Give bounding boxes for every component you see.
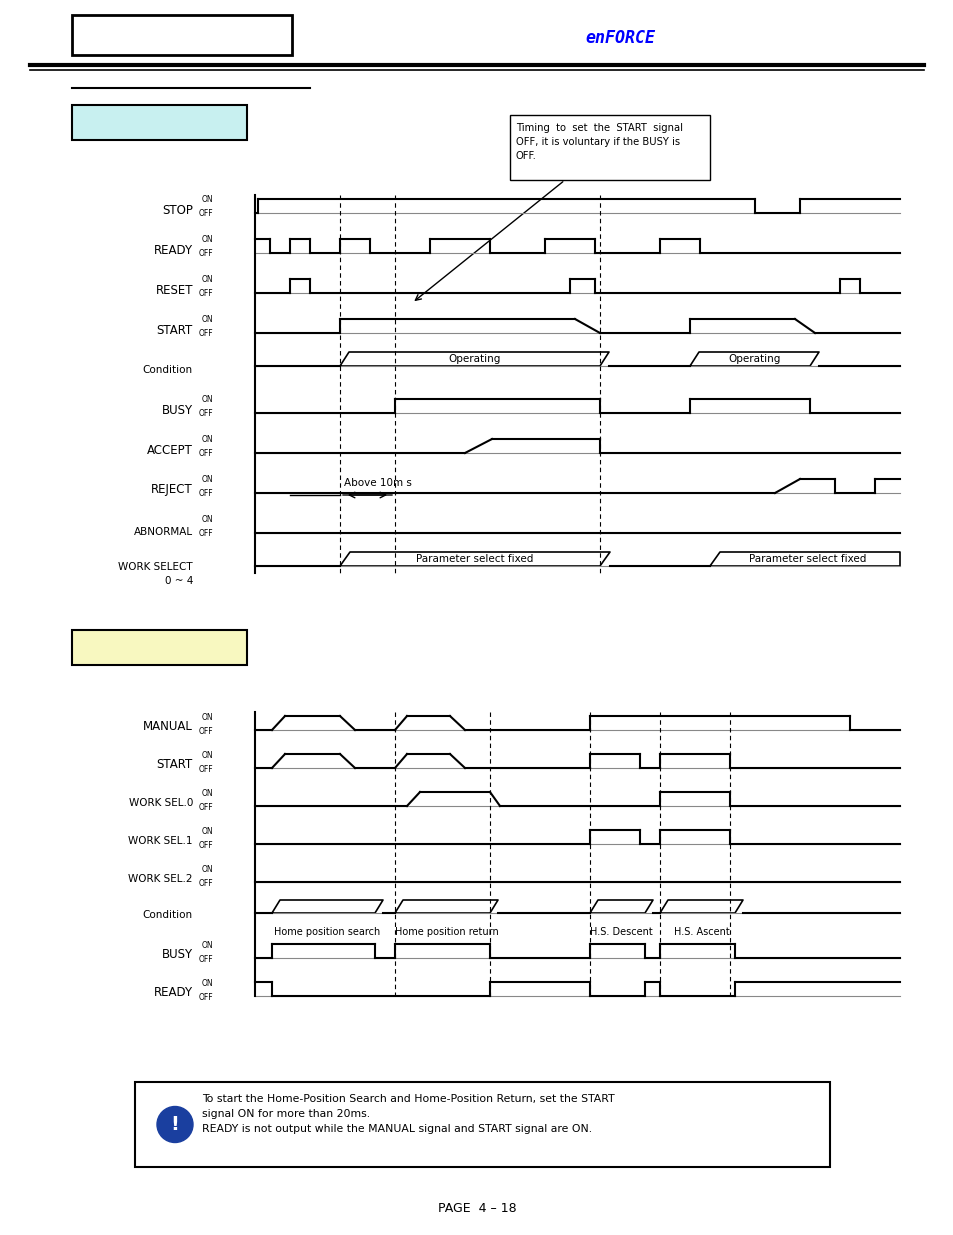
- Text: ON: ON: [201, 275, 213, 284]
- Text: ON: ON: [201, 826, 213, 836]
- Text: OFF: OFF: [198, 489, 213, 499]
- Bar: [71, 105, 247, 140]
- Text: !: !: [171, 1115, 179, 1134]
- Text: Parameter select fixed: Parameter select fixed: [416, 555, 533, 564]
- Text: OFF: OFF: [198, 955, 213, 963]
- Text: ABNORMAL: ABNORMAL: [133, 527, 193, 537]
- Text: OFF: OFF: [198, 249, 213, 258]
- Text: Above 10m s: Above 10m s: [343, 478, 411, 488]
- Text: START: START: [156, 758, 193, 772]
- Bar: [135, 1082, 829, 1167]
- Bar: [510, 115, 709, 180]
- Text: 0 ~ 4: 0 ~ 4: [165, 576, 193, 585]
- Text: Condition: Condition: [143, 366, 193, 375]
- Text: Operating: Operating: [727, 354, 780, 364]
- Text: Parameter select fixed: Parameter select fixed: [748, 555, 865, 564]
- Bar: [71, 630, 247, 664]
- Text: H.S. Descent: H.S. Descent: [590, 927, 652, 937]
- Text: OFF: OFF: [198, 726, 213, 736]
- Text: Home position search: Home position search: [274, 927, 380, 937]
- Text: OFF: OFF: [198, 803, 213, 811]
- Text: OFF: OFF: [198, 450, 213, 458]
- Text: ON: ON: [201, 978, 213, 988]
- Text: OFF: OFF: [198, 330, 213, 338]
- Text: WORK SELECT: WORK SELECT: [118, 562, 193, 572]
- Text: Operating: Operating: [448, 354, 500, 364]
- Bar: [71, 15, 292, 56]
- Text: OFF: OFF: [198, 210, 213, 219]
- Text: WORK SEL.1: WORK SEL.1: [129, 836, 193, 846]
- Text: OFF: OFF: [198, 289, 213, 299]
- Text: To start the Home-Position Search and Home-Position Return, set the START
signal: To start the Home-Position Search and Ho…: [202, 1094, 614, 1134]
- Text: Condition: Condition: [143, 910, 193, 920]
- Text: RESET: RESET: [155, 284, 193, 296]
- Text: MANUAL: MANUAL: [143, 720, 193, 734]
- Text: REJECT: REJECT: [152, 483, 193, 496]
- Text: ACCEPT: ACCEPT: [147, 443, 193, 457]
- Text: ON: ON: [201, 713, 213, 721]
- Text: READY: READY: [153, 243, 193, 257]
- Text: ON: ON: [201, 236, 213, 245]
- Text: WORK SEL.2: WORK SEL.2: [129, 874, 193, 884]
- Text: STOP: STOP: [162, 204, 193, 216]
- Text: ON: ON: [201, 436, 213, 445]
- Text: Timing  to  set  the  START  signal
OFF, it is voluntary if the BUSY is
OFF.: Timing to set the START signal OFF, it i…: [516, 124, 682, 161]
- Text: OFF: OFF: [198, 410, 213, 419]
- Text: H.S. Ascent: H.S. Ascent: [673, 927, 729, 937]
- Text: OFF: OFF: [198, 841, 213, 850]
- Circle shape: [157, 1107, 193, 1142]
- Text: ON: ON: [201, 941, 213, 950]
- Text: Home position return: Home position return: [395, 927, 497, 937]
- Text: ON: ON: [201, 315, 213, 325]
- Text: BUSY: BUSY: [162, 948, 193, 962]
- Text: START: START: [156, 324, 193, 336]
- Text: OFF: OFF: [198, 993, 213, 1002]
- Text: BUSY: BUSY: [162, 404, 193, 416]
- Text: OFF: OFF: [198, 878, 213, 888]
- Text: ON: ON: [201, 864, 213, 873]
- Text: READY: READY: [153, 987, 193, 999]
- Text: PAGE  4 – 18: PAGE 4 – 18: [437, 1202, 516, 1214]
- Text: ON: ON: [201, 788, 213, 798]
- Text: OFF: OFF: [198, 530, 213, 538]
- Text: OFF: OFF: [198, 764, 213, 773]
- Text: ON: ON: [201, 195, 213, 205]
- Text: ON: ON: [201, 475, 213, 484]
- Text: WORK SEL.0: WORK SEL.0: [129, 798, 193, 808]
- Text: ON: ON: [201, 395, 213, 405]
- Text: ON: ON: [201, 515, 213, 525]
- Text: ON: ON: [201, 751, 213, 760]
- Text: enFORCE: enFORCE: [584, 28, 655, 47]
